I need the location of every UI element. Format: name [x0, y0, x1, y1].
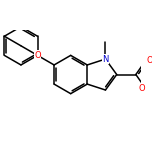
Text: O: O — [34, 51, 41, 60]
Text: O: O — [139, 84, 145, 93]
Text: N: N — [102, 55, 109, 64]
Text: O: O — [146, 56, 152, 65]
